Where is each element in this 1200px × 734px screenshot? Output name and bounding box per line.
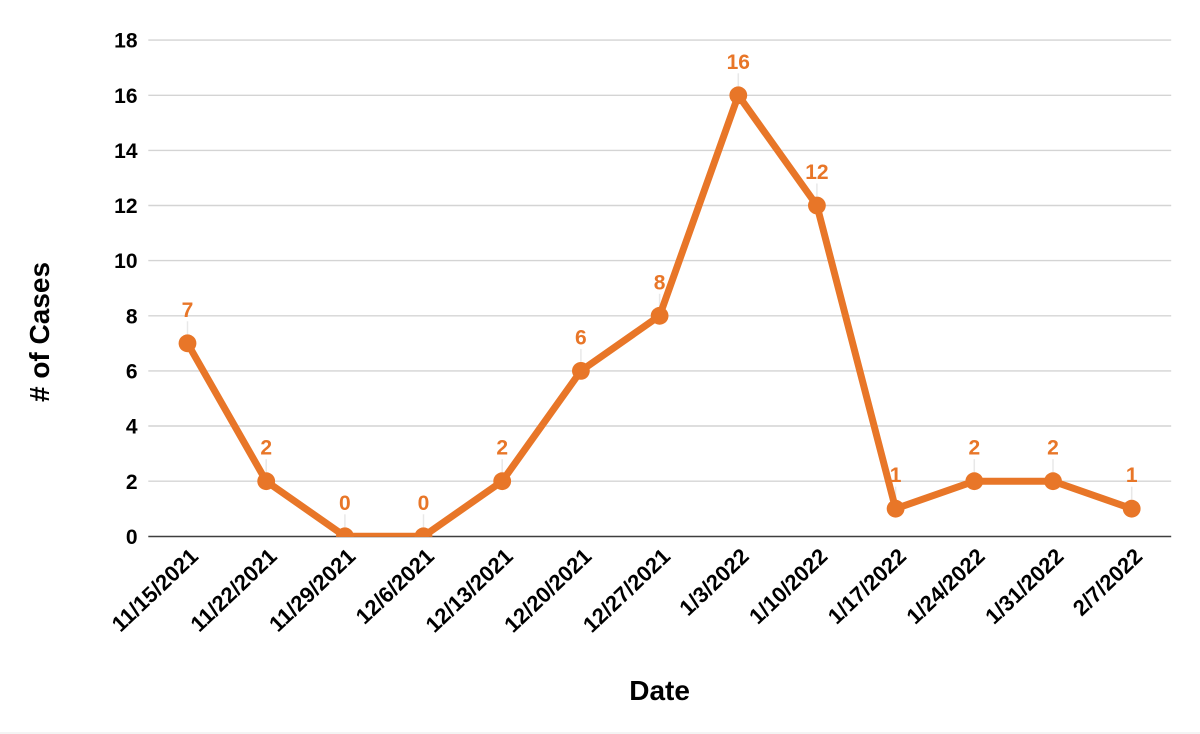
svg-text:12: 12 — [114, 195, 137, 218]
svg-text:4: 4 — [126, 416, 138, 439]
svg-text:0: 0 — [418, 492, 430, 515]
svg-text:16: 16 — [727, 51, 750, 74]
svg-text:0: 0 — [126, 526, 138, 549]
svg-text:2: 2 — [968, 437, 980, 460]
svg-text:8: 8 — [126, 305, 138, 328]
svg-text:10: 10 — [114, 250, 137, 273]
svg-text:14: 14 — [114, 140, 138, 163]
svg-text:2: 2 — [496, 437, 508, 460]
svg-text:6: 6 — [575, 326, 587, 349]
svg-text:2: 2 — [260, 437, 272, 460]
svg-text:0: 0 — [339, 492, 351, 515]
svg-text:16: 16 — [114, 85, 137, 108]
svg-text:1: 1 — [890, 464, 902, 487]
svg-text:# of Cases: # of Cases — [24, 262, 55, 402]
svg-text:2: 2 — [126, 471, 138, 494]
svg-text:7: 7 — [182, 299, 194, 322]
svg-text:12: 12 — [805, 161, 828, 184]
svg-text:2: 2 — [1047, 437, 1059, 460]
svg-text:6: 6 — [126, 361, 138, 384]
svg-text:Date: Date — [629, 675, 690, 706]
svg-text:18: 18 — [114, 30, 138, 53]
svg-text:1: 1 — [1126, 464, 1138, 487]
svg-text:8: 8 — [654, 271, 666, 294]
